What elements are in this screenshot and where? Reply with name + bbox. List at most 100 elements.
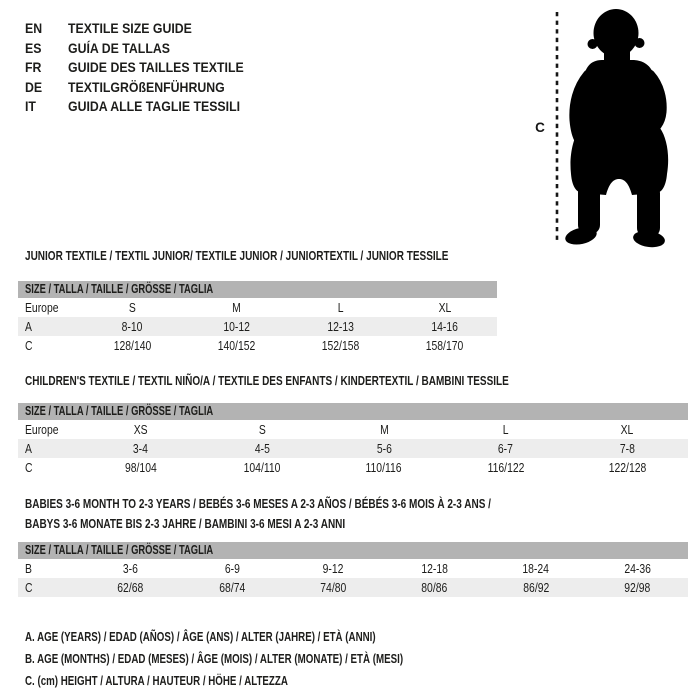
table-cell-text: M: [232, 300, 241, 315]
table-cell-text: L: [337, 300, 344, 315]
table-cell: 140/152: [184, 336, 288, 355]
table-title-text: JUNIOR TEXTILE / TEXTIL JUNIOR/ TEXTILE …: [25, 248, 449, 263]
table-title-text: CHILDREN'S TEXTILE / TEXTIL NIÑO/A / TEX…: [25, 373, 509, 388]
table-cell-text: 12-13: [327, 319, 354, 334]
table-cell: 152/158: [289, 336, 393, 355]
table-title-text: BABIES 3-6 MONTH TO 2-3 YEARS / BEBÉS 3-…: [25, 496, 491, 511]
language-row: IT GUIDA ALLE TAGLIE TESSILI: [25, 97, 268, 117]
row-label: A: [18, 317, 80, 336]
language-code-text: IT: [25, 98, 36, 115]
table-cell-text: 62/68: [117, 580, 144, 595]
table-cell-text: 140/152: [217, 338, 256, 353]
table-row: C 62/68 68/74 74/80 80/86 86/92 92/98: [18, 578, 688, 597]
table-cell-text: 3-4: [133, 441, 149, 456]
table-row: A 3-4 4-5 5-6 6-7 7-8: [18, 439, 688, 458]
row-label: Europe: [18, 420, 80, 439]
table-cell-text: 92/98: [624, 580, 651, 595]
language-title-text: GUIDE DES TAILLES TEXTILE: [68, 59, 244, 76]
size-header-bar: SIZE / TALLA / TAILLE / GRÖSSE / TAGLIA: [18, 281, 497, 298]
legend-line: B. AGE (MONTHS) / EDAD (MESES) / ÂGE (MO…: [25, 648, 510, 670]
table-cell-text: 116/122: [487, 460, 525, 475]
table-cell: 158/170: [393, 336, 497, 355]
table-cell-text: 68/74: [218, 580, 246, 595]
row-label-text: C: [25, 580, 33, 595]
table-cell-text: 9-12: [322, 561, 344, 576]
table-cell-text: S: [128, 300, 136, 315]
table-cell: 12-13: [289, 317, 393, 336]
language-row: FR GUIDE DES TAILLES TEXTILE: [25, 58, 268, 78]
language-code-text: ES: [25, 39, 42, 56]
row-label: C: [18, 458, 80, 477]
table-cell-text: 24-36: [624, 561, 651, 576]
language-code: EN: [25, 19, 68, 39]
size-header-bar: SIZE / TALLA / TAILLE / GRÖSSE / TAGLIA: [18, 403, 688, 420]
size-header-text: SIZE / TALLA / TAILLE / GRÖSSE / TAGLIA: [25, 543, 214, 557]
table-cell-text: 104/110: [243, 460, 281, 475]
table-row: Europe XS S M L XL: [18, 420, 688, 439]
table-cell: S: [80, 298, 184, 317]
table-cell: M: [184, 298, 288, 317]
table-cell-text: 6-9: [224, 561, 240, 576]
baby-figure-graphic: C: [535, 9, 669, 248]
table-cell-text: XL: [620, 422, 634, 437]
table-cell-text: 86/92: [522, 580, 550, 595]
language-title: TEXTILE SIZE GUIDE: [68, 19, 209, 39]
table-cell: 9-12: [283, 559, 384, 578]
size-header-text: SIZE / TALLA / TAILLE / GRÖSSE / TAGLIA: [25, 282, 214, 296]
table-cell-text: L: [502, 422, 509, 437]
row-label: B: [18, 559, 80, 578]
language-code: FR: [25, 58, 68, 78]
language-code: DE: [25, 78, 68, 98]
language-title-text: GUIDA ALLE TAGLIE TESSILI: [68, 98, 241, 115]
table-cell: L: [289, 298, 393, 317]
table-title: CHILDREN'S TEXTILE / TEXTIL NIÑO/A / TEX…: [18, 371, 688, 391]
size-table-babies: BABIES 3-6 MONTH TO 2-3 YEARS / BEBÉS 3-…: [18, 494, 688, 597]
table-cell: 24-36: [587, 559, 688, 578]
language-title-text: TEXTILGRÖßENFÜHRUNG: [68, 78, 225, 95]
table-cell: 122/128: [566, 458, 688, 477]
table-title: BABIES 3-6 MONTH TO 2-3 YEARS / BEBÉS 3-…: [18, 494, 688, 514]
size-table-junior: JUNIOR TEXTILE / TEXTIL JUNIOR/ TEXTILE …: [18, 246, 497, 355]
table-cell: S: [202, 420, 324, 439]
table-cell: 4-5: [202, 439, 324, 458]
size-header-text: SIZE / TALLA / TAILLE / GRÖSSE / TAGLIA: [25, 404, 214, 418]
legend-line-text: C. (cm) HEIGHT / ALTURA / HAUTEUR / HÖHE…: [25, 674, 288, 688]
table-cell: 7-8: [566, 439, 688, 458]
table-title: BABYS 3-6 MONATE BIS 2-3 JAHRE / BAMBINI…: [18, 514, 688, 534]
table-cell-text: XS: [133, 422, 148, 437]
table-cell-text: XL: [438, 300, 452, 315]
table-cell-text: 122/128: [608, 460, 646, 475]
table-cell: 92/98: [587, 578, 688, 597]
table-cell-text: 10-12: [223, 319, 250, 334]
language-title: GUIDA ALLE TAGLIE TESSILI: [68, 97, 263, 117]
table-cell: 74/80: [283, 578, 384, 597]
language-title: GUIDE DES TAILLES TEXTILE: [68, 58, 268, 78]
row-label: C: [18, 336, 80, 355]
table-cell: 86/92: [485, 578, 586, 597]
table-cell-text: 5-6: [376, 441, 392, 456]
language-list: EN TEXTILE SIZE GUIDE ES GUÍA DE TALLAS FR GU…: [25, 19, 268, 117]
table-cell: 5-6: [323, 439, 445, 458]
size-header-bar: SIZE / TALLA / TAILLE / GRÖSSE / TAGLIA: [18, 542, 688, 559]
language-row: EN TEXTILE SIZE GUIDE: [25, 19, 268, 39]
table-cell-text: 3-6: [123, 561, 139, 576]
table-row: A 8-10 10-12 12-13 14-16: [18, 317, 497, 336]
table-cell: 80/86: [384, 578, 485, 597]
table-cell-text: 6-7: [498, 441, 514, 456]
table-cell: 62/68: [80, 578, 181, 597]
table-cell: 18-24: [485, 559, 586, 578]
table-cell: 10-12: [184, 317, 288, 336]
row-label-text: C: [25, 460, 33, 475]
language-code-text: DE: [25, 78, 43, 95]
table-cell: 14-16: [393, 317, 497, 336]
language-row: DE TEXTILGRÖßENFÜHRUNG: [25, 78, 268, 98]
language-title-text: TEXTILE SIZE GUIDE: [68, 20, 192, 36]
table-cell: 8-10: [80, 317, 184, 336]
table-row: C 98/104 104/110 110/116 116/122 122/128: [18, 458, 688, 477]
table-cell: L: [445, 420, 567, 439]
table-title-text: BABYS 3-6 MONATE BIS 2-3 JAHRE / BAMBINI…: [25, 516, 346, 531]
table-cell-text: S: [258, 422, 266, 437]
table-cell-text: 7-8: [619, 441, 635, 456]
legend-line-text: B. AGE (MONTHS) / EDAD (MESES) / ÂGE (MO…: [25, 652, 404, 666]
